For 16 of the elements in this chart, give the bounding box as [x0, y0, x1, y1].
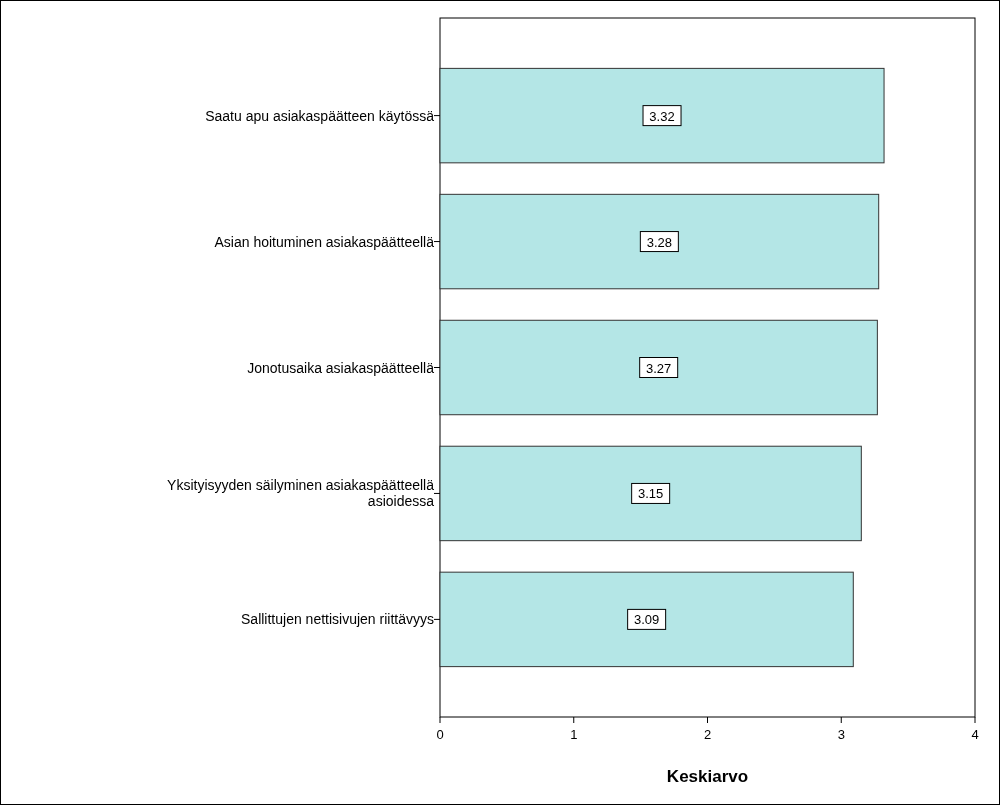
x-tick-label: 1: [570, 727, 578, 742]
x-tick-label: 0: [436, 727, 444, 742]
x-axis-title: Keskiarvo: [666, 767, 749, 786]
x-tick-label: 3: [837, 727, 845, 742]
data-label: 3.09: [633, 612, 660, 628]
y-tick-label: Asian hoituminen asiakaspäätteellä: [214, 233, 435, 250]
y-tick-label: Yksityisyyden säilyminen asiakaspäätteellä asioidessa: [167, 477, 435, 510]
data-label: 3.27: [646, 360, 672, 376]
y-tick-label: Jonotusaika asiakaspäätteellä: [247, 359, 435, 376]
data-label: 3.32: [649, 108, 675, 124]
y-tick-label: Saatu apu asiakaspäätteen käytössä: [205, 107, 435, 124]
data-label: 3.15: [638, 486, 664, 502]
y-tick-label: Sallittujen nettisivujen riittävyys: [241, 611, 434, 628]
x-tick-label: 4: [971, 727, 979, 742]
x-tick-label: 2: [703, 727, 712, 742]
data-label: 3.28: [646, 234, 673, 250]
